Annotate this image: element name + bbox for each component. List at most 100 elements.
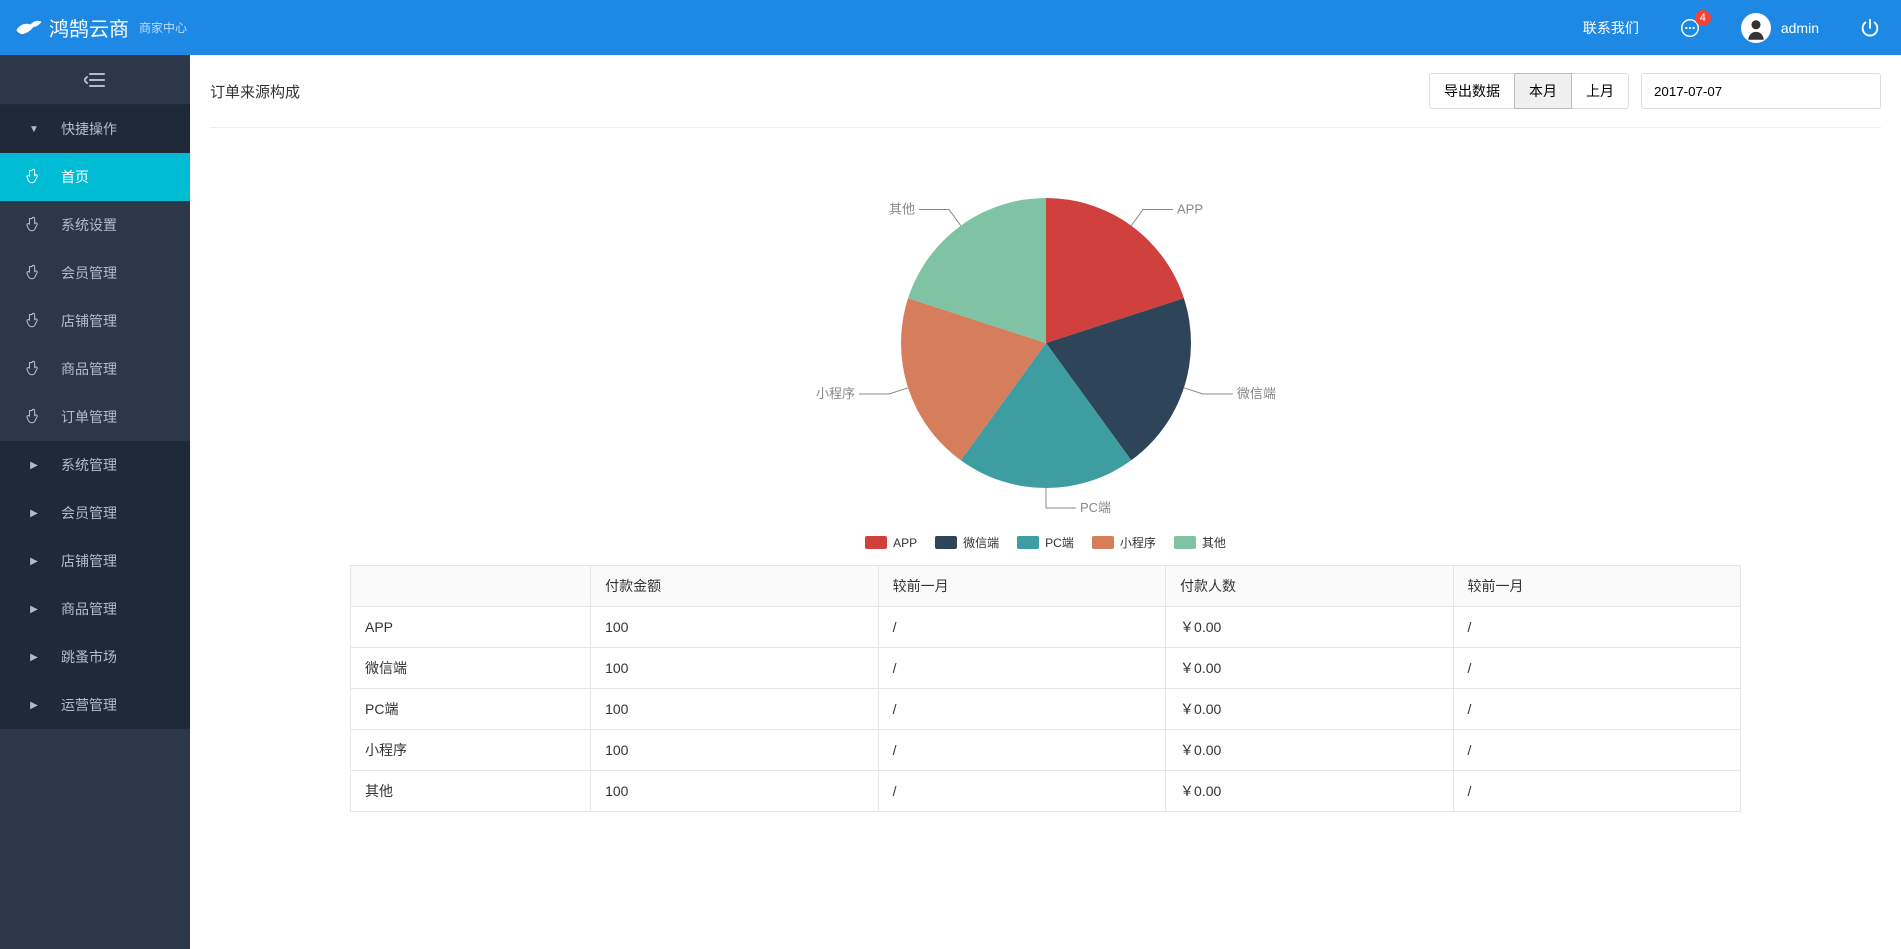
- sidebar-item-首页[interactable]: 首页: [0, 153, 190, 201]
- table-cell: 100: [591, 730, 878, 771]
- sidebar-item-label: 会员管理: [61, 503, 117, 523]
- messages-button[interactable]: 4: [1659, 0, 1721, 55]
- table-cell: ￥0.00: [1166, 607, 1453, 648]
- table-cell: /: [878, 648, 1165, 689]
- sidebar-item-label: 商品管理: [61, 599, 117, 619]
- pie-label-小程序: 小程序: [816, 386, 855, 401]
- sidebar-item-label: 店铺管理: [61, 311, 117, 331]
- brand-sub: 商家中心: [139, 19, 187, 36]
- table-row: PC端100/￥0.00/: [351, 689, 1741, 730]
- legend: APP 微信端 PC端 小程序 其他: [865, 534, 1226, 551]
- table-header-cell: 付款金额: [591, 566, 878, 607]
- sidebar-group-店铺管理[interactable]: ▶ 店铺管理: [0, 537, 190, 585]
- table-header-cell: 较前一月: [878, 566, 1165, 607]
- chevron-right-icon: ▶: [25, 508, 43, 519]
- pie-label-其他: 其他: [888, 202, 914, 217]
- sidebar-group-系统管理[interactable]: ▶ 系统管理: [0, 441, 190, 489]
- last-month-button[interactable]: 上月: [1571, 73, 1629, 109]
- table-cell: /: [878, 771, 1165, 812]
- sidebar-item-订单管理[interactable]: 订单管理: [0, 393, 190, 441]
- export-button[interactable]: 导出数据: [1429, 73, 1515, 109]
- pie-chart: APP微信端PC端小程序其他: [646, 168, 1446, 528]
- table-cell: /: [878, 689, 1165, 730]
- table-cell: ￥0.00: [1166, 730, 1453, 771]
- sidebar-item-会员管理[interactable]: 会员管理: [0, 249, 190, 297]
- table-cell: 其他: [351, 771, 591, 812]
- sidebar-group-商品管理[interactable]: ▶ 商品管理: [0, 585, 190, 633]
- sidebar-item-label: 运营管理: [61, 695, 117, 715]
- sidebar-group-运营管理[interactable]: ▶ 运营管理: [0, 681, 190, 729]
- panel-title: 订单来源构成: [210, 81, 300, 102]
- sidebar-item-label: 会员管理: [61, 263, 117, 283]
- table-cell: 100: [591, 771, 878, 812]
- table-cell: ￥0.00: [1166, 689, 1453, 730]
- user-menu[interactable]: admin: [1721, 0, 1839, 55]
- hand-icon: [25, 216, 43, 234]
- table-header-cell: 付款人数: [1166, 566, 1453, 607]
- chevron-right-icon: ▶: [25, 556, 43, 567]
- table-row: 微信端100/￥0.00/: [351, 648, 1741, 689]
- sidebar-quick-label: 快捷操作: [61, 119, 117, 139]
- table-cell: /: [1453, 607, 1740, 648]
- pie-label-APP: APP: [1176, 202, 1202, 217]
- avatar: [1741, 13, 1771, 43]
- messages-badge: 4: [1695, 10, 1711, 26]
- sidebar: ▼ 快捷操作 首页系统设置会员管理店铺管理商品管理订单管理 ▶系统管理▶会员管理…: [0, 55, 190, 949]
- username: admin: [1781, 20, 1819, 36]
- sidebar-item-店铺管理[interactable]: 店铺管理: [0, 297, 190, 345]
- legend-item-PC端[interactable]: PC端: [1017, 534, 1074, 551]
- main-content: 订单来源构成 导出数据 本月 上月 APP微信端PC端小程序其他 APP微信端P…: [190, 55, 1901, 949]
- date-input[interactable]: [1641, 73, 1881, 109]
- table-row: 其他100/￥0.00/: [351, 771, 1741, 812]
- panel-header: 订单来源构成 导出数据 本月 上月: [210, 55, 1881, 128]
- legend-item-APP[interactable]: APP: [865, 534, 917, 551]
- hand-icon: [25, 312, 43, 330]
- sidebar-item-label: 店铺管理: [61, 551, 117, 571]
- sidebar-quick-ops[interactable]: ▼ 快捷操作: [0, 105, 190, 153]
- menu-collapse-icon: [84, 72, 106, 88]
- table-cell: /: [878, 730, 1165, 771]
- table-cell: /: [1453, 689, 1740, 730]
- chevron-right-icon: ▶: [25, 604, 43, 615]
- sidebar-item-系统设置[interactable]: 系统设置: [0, 201, 190, 249]
- legend-label: 小程序: [1120, 534, 1156, 551]
- sidebar-group-跳蚤市场[interactable]: ▶ 跳蚤市场: [0, 633, 190, 681]
- chevron-right-icon: ▶: [25, 652, 43, 663]
- sidebar-item-label: 系统设置: [61, 215, 117, 235]
- legend-item-其他[interactable]: 其他: [1174, 534, 1226, 551]
- table-header-row: 付款金额较前一月付款人数较前一月: [351, 566, 1741, 607]
- legend-swatch: [1017, 536, 1039, 549]
- legend-swatch: [1174, 536, 1196, 549]
- chevron-down-icon: ▼: [25, 124, 43, 135]
- legend-label: 微信端: [963, 534, 999, 551]
- legend-swatch: [935, 536, 957, 549]
- power-button[interactable]: [1839, 0, 1901, 55]
- legend-label: 其他: [1202, 534, 1226, 551]
- table-cell: ￥0.00: [1166, 771, 1453, 812]
- table-cell: 微信端: [351, 648, 591, 689]
- contact-link[interactable]: 联系我们: [1563, 0, 1659, 55]
- hand-icon: [25, 408, 43, 426]
- sidebar-item-商品管理[interactable]: 商品管理: [0, 345, 190, 393]
- data-table: 付款金额较前一月付款人数较前一月 APP100/￥0.00/微信端100/￥0.…: [350, 565, 1741, 812]
- sidebar-item-label: 系统管理: [61, 455, 117, 475]
- table-cell: 100: [591, 607, 878, 648]
- table-cell: /: [878, 607, 1165, 648]
- sidebar-toggle[interactable]: [0, 55, 190, 105]
- table-header-cell: 较前一月: [1453, 566, 1740, 607]
- legend-item-小程序[interactable]: 小程序: [1092, 534, 1156, 551]
- table-cell: APP: [351, 607, 591, 648]
- chevron-right-icon: ▶: [25, 700, 43, 711]
- hand-icon: [25, 168, 43, 186]
- sidebar-item-label: 跳蚤市场: [61, 647, 117, 667]
- chevron-right-icon: ▶: [25, 460, 43, 471]
- sidebar-item-label: 首页: [61, 167, 89, 187]
- this-month-button[interactable]: 本月: [1514, 73, 1572, 109]
- table-cell: ￥0.00: [1166, 648, 1453, 689]
- sidebar-group-会员管理[interactable]: ▶ 会员管理: [0, 489, 190, 537]
- sidebar-item-label: 订单管理: [61, 407, 117, 427]
- contact-label: 联系我们: [1583, 18, 1639, 38]
- table-header-cell: [351, 566, 591, 607]
- table-cell: 100: [591, 648, 878, 689]
- legend-item-微信端[interactable]: 微信端: [935, 534, 999, 551]
